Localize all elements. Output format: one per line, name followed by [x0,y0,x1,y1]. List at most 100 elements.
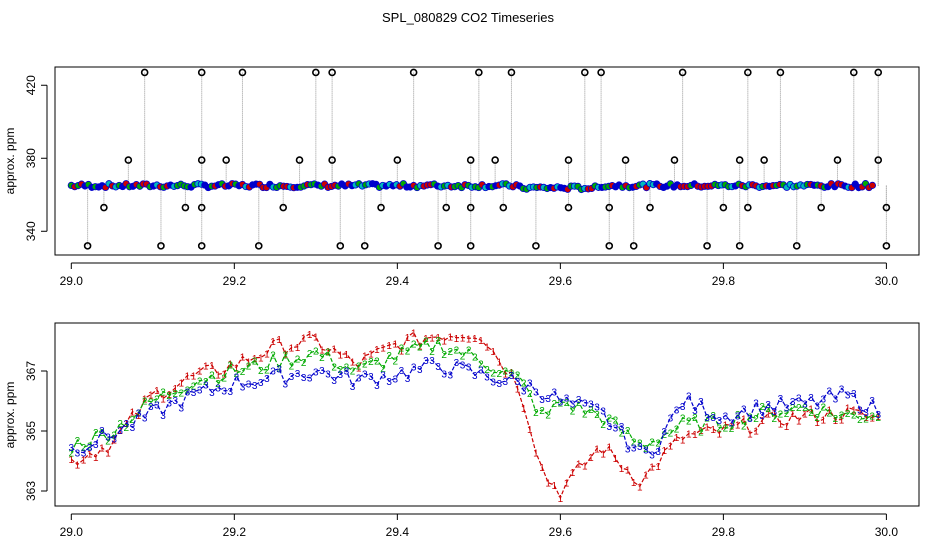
series-1-point-label: 1 [570,468,576,479]
outlier-point [328,156,336,164]
bottom-x-tick-label: 29.0 [60,525,84,539]
series-1-point-label: 1 [545,479,551,490]
series-1-point-label: 1 [172,384,178,395]
series-1-point-label: 1 [362,352,368,363]
series-2-point-label: 2 [723,424,729,435]
series-2-point-label: 2 [576,398,582,409]
series-3-point-label: 3 [258,378,264,389]
series-3-point-label: 3 [368,372,374,383]
series-3-point-label: 3 [105,432,111,443]
outlier-point [882,242,891,250]
series-2-point-label: 2 [729,424,735,435]
outlier-point [817,203,825,212]
series-2-point-label: 2 [680,414,686,425]
series-3-point-label: 3 [759,411,765,422]
series-1-point-label: 1 [631,478,637,489]
series-3-point-label: 3 [613,424,619,435]
series-2-point-label: 2 [674,424,680,435]
top-y-tick-label: 420 [24,75,38,95]
top-outlier-layer [83,68,891,250]
series-2-point-label: 2 [588,405,594,416]
series-2-point-label: 2 [753,414,759,425]
series-3-point-label: 3 [698,397,704,408]
series-3-point-label: 3 [717,416,723,427]
series-3-point-label: 3 [117,426,123,437]
series-1-point-label: 1 [765,410,771,421]
series-3-point-label: 3 [814,401,820,412]
series-1-point-label: 1 [839,416,845,427]
series-3-point-label: 3 [723,411,729,422]
outlier-point [735,156,744,164]
series-2-point-label: 2 [827,409,833,420]
series-2-point-label: 2 [319,353,325,364]
series-2-point-label: 2 [105,437,111,448]
outlier-point [360,242,369,250]
series-1-point-label: 1 [814,418,820,429]
series-1-point-label: 1 [148,391,154,402]
series-3-point-label: 3 [833,394,839,405]
outlier-point [434,242,442,250]
series-3-point-label: 3 [827,386,833,397]
series-3-point-label: 3 [778,394,784,405]
outlier-point [377,203,385,212]
series-1-point-label: 1 [533,449,539,460]
series-2-point-label: 2 [600,420,606,431]
series-3-point-label: 3 [839,384,845,395]
series-1-point-label: 1 [649,462,655,473]
series-2-point-label: 2 [564,398,570,409]
series-3-point-label: 3 [350,382,356,393]
series-2-point-label: 2 [429,347,435,358]
series-2-point-label: 2 [863,414,869,425]
series-2-point-label: 2 [454,345,460,356]
top-x-tick-label: 29.4 [386,274,410,288]
series-2-point-label: 2 [240,367,246,378]
outlier-point [564,156,573,164]
series-3-point-label: 3 [209,388,215,399]
series-1-point-label: 1 [515,385,521,396]
series-3-point-label: 3 [411,362,417,373]
bottom-x-tick-label: 29.2 [223,525,247,539]
outlier-point [646,203,654,212]
series-3-point-label: 3 [356,374,362,385]
outlier-point [475,68,483,77]
series-1-point-label: 1 [331,344,337,355]
series-3-point-label: 3 [863,408,869,419]
series-1-point-label: 1 [851,405,857,416]
outlier-point [605,203,614,212]
series-2-point-label: 2 [191,381,197,392]
series-3-point-label: 3 [545,394,551,405]
series-1-point-label: 1 [558,494,564,505]
outlier-point [409,68,418,77]
series-3-point-label: 3 [551,388,557,399]
series-3-point-label: 3 [380,370,386,381]
series-3-point-label: 3 [637,442,643,453]
series-2-point-label: 2 [203,377,209,388]
top-y-axis-label: approx. ppm [3,128,17,195]
outlier-point [238,68,247,77]
bottom-x-tick-label: 30.0 [875,525,899,539]
outlier-point [279,203,288,212]
series-2-point-label: 2 [814,413,820,424]
series-2-point-label: 2 [386,351,392,362]
series-2-point-label: 2 [252,356,258,367]
series-1-point-label: 1 [448,332,454,343]
series-3-point-label: 3 [81,448,87,459]
series-2-point-label: 2 [331,363,337,374]
series-2-point-label: 2 [692,413,698,424]
series-1-point-label: 1 [588,453,594,464]
series-1-point-label: 1 [179,378,185,389]
top-baseline-band [67,180,876,194]
outlier-point [629,242,638,250]
series-2-point-label: 2 [405,347,411,358]
outlier-point [776,68,785,77]
top-x-tick-label: 29.8 [712,274,736,288]
series-1-point-label: 1 [75,461,81,472]
series-3-point-label: 3 [625,444,631,455]
outlier-point [181,203,190,212]
series-2-point-label: 2 [282,350,288,361]
series-1-point-label: 1 [686,429,692,440]
series-2-point-label: 2 [307,349,313,360]
series-2-point-label: 2 [869,412,875,423]
series-1-point-label: 1 [808,405,814,416]
